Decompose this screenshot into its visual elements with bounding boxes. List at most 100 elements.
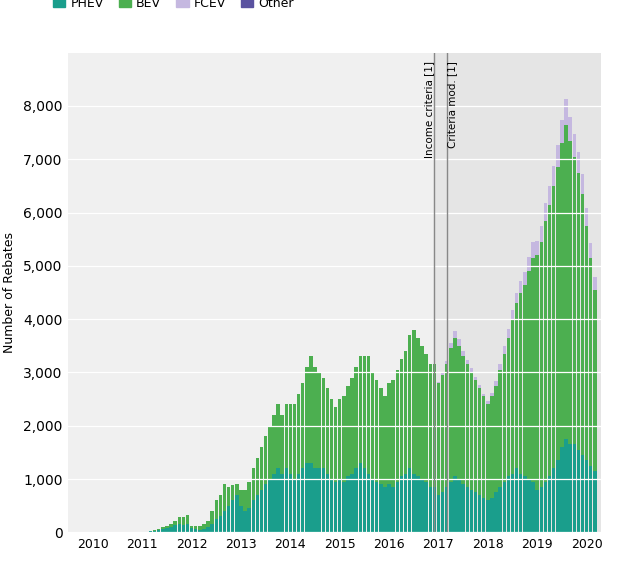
Bar (202, 529, 206, 532)
Bar (330, 479, 333, 532)
Bar (174, 521, 177, 525)
Bar (569, 140, 572, 445)
Bar (507, 338, 510, 476)
Bar (548, 186, 551, 205)
Bar (268, 479, 272, 532)
Bar (507, 329, 510, 338)
Bar (186, 515, 189, 524)
Bar (293, 404, 296, 479)
Bar (301, 469, 304, 532)
Bar (474, 377, 477, 380)
Bar (589, 466, 593, 532)
Bar (293, 479, 296, 532)
Bar (227, 487, 231, 505)
Bar (539, 242, 543, 487)
Bar (400, 359, 403, 476)
Bar (515, 303, 518, 469)
Bar (441, 493, 445, 532)
Bar (478, 388, 481, 495)
Bar (198, 526, 202, 529)
Bar (470, 368, 473, 373)
Bar (536, 490, 539, 532)
Bar (470, 373, 473, 490)
Bar (358, 356, 362, 463)
Bar (198, 529, 202, 532)
Bar (556, 460, 559, 532)
Bar (494, 386, 498, 493)
Bar (239, 490, 242, 505)
Bar (536, 255, 539, 490)
Bar (272, 415, 276, 474)
Bar (498, 370, 502, 487)
Bar (445, 364, 448, 487)
Bar (435, 53, 601, 532)
Bar (215, 500, 218, 519)
Bar (153, 531, 156, 532)
Bar (363, 356, 366, 469)
Bar (511, 319, 514, 474)
Text: Criteria mod. [1]: Criteria mod. [1] (447, 61, 457, 147)
Bar (416, 338, 420, 476)
Bar (408, 335, 412, 469)
Bar (161, 529, 164, 532)
Bar (326, 388, 329, 474)
Bar (202, 524, 206, 529)
Bar (239, 505, 242, 532)
Bar (260, 490, 264, 532)
Bar (511, 474, 514, 532)
Bar (445, 361, 448, 364)
Bar (223, 484, 226, 511)
Bar (486, 500, 490, 532)
Bar (461, 351, 465, 356)
Bar (285, 404, 288, 469)
Text: Rebates by Month (Filtered): Rebates by Month (Filtered) (178, 10, 442, 28)
Bar (482, 394, 485, 397)
Bar (515, 292, 518, 303)
Bar (326, 474, 329, 532)
Bar (182, 517, 185, 525)
Bar (182, 525, 185, 532)
Bar (367, 474, 370, 532)
Bar (425, 481, 428, 532)
Bar (244, 490, 247, 511)
Bar (194, 526, 197, 529)
Bar (190, 526, 193, 528)
Bar (445, 487, 448, 532)
Bar (536, 241, 539, 255)
Bar (531, 242, 535, 258)
Bar (305, 367, 309, 463)
Bar (334, 481, 337, 532)
Bar (523, 271, 526, 284)
Bar (552, 469, 556, 532)
Bar (277, 469, 280, 532)
Bar (334, 407, 337, 481)
Bar (420, 346, 423, 479)
Bar (436, 495, 440, 532)
Bar (161, 527, 164, 529)
Bar (297, 394, 300, 474)
Bar (346, 476, 350, 532)
Bar (247, 481, 251, 508)
Bar (552, 166, 556, 186)
Bar (564, 99, 568, 125)
Bar (412, 330, 415, 474)
Bar (458, 346, 461, 479)
Bar (383, 487, 387, 532)
Bar (544, 204, 547, 221)
Bar (544, 481, 547, 532)
Bar (478, 495, 481, 532)
Bar (355, 469, 358, 532)
Bar (235, 495, 239, 532)
Bar (375, 481, 378, 532)
Bar (260, 447, 264, 490)
Text: Income criteria [1]: Income criteria [1] (424, 61, 434, 157)
Bar (498, 487, 502, 532)
Bar (342, 397, 345, 481)
Bar (593, 471, 596, 532)
Bar (231, 500, 234, 532)
Bar (449, 343, 453, 349)
Bar (577, 450, 580, 532)
Bar (544, 221, 547, 481)
Bar (585, 208, 588, 226)
Bar (581, 194, 584, 455)
